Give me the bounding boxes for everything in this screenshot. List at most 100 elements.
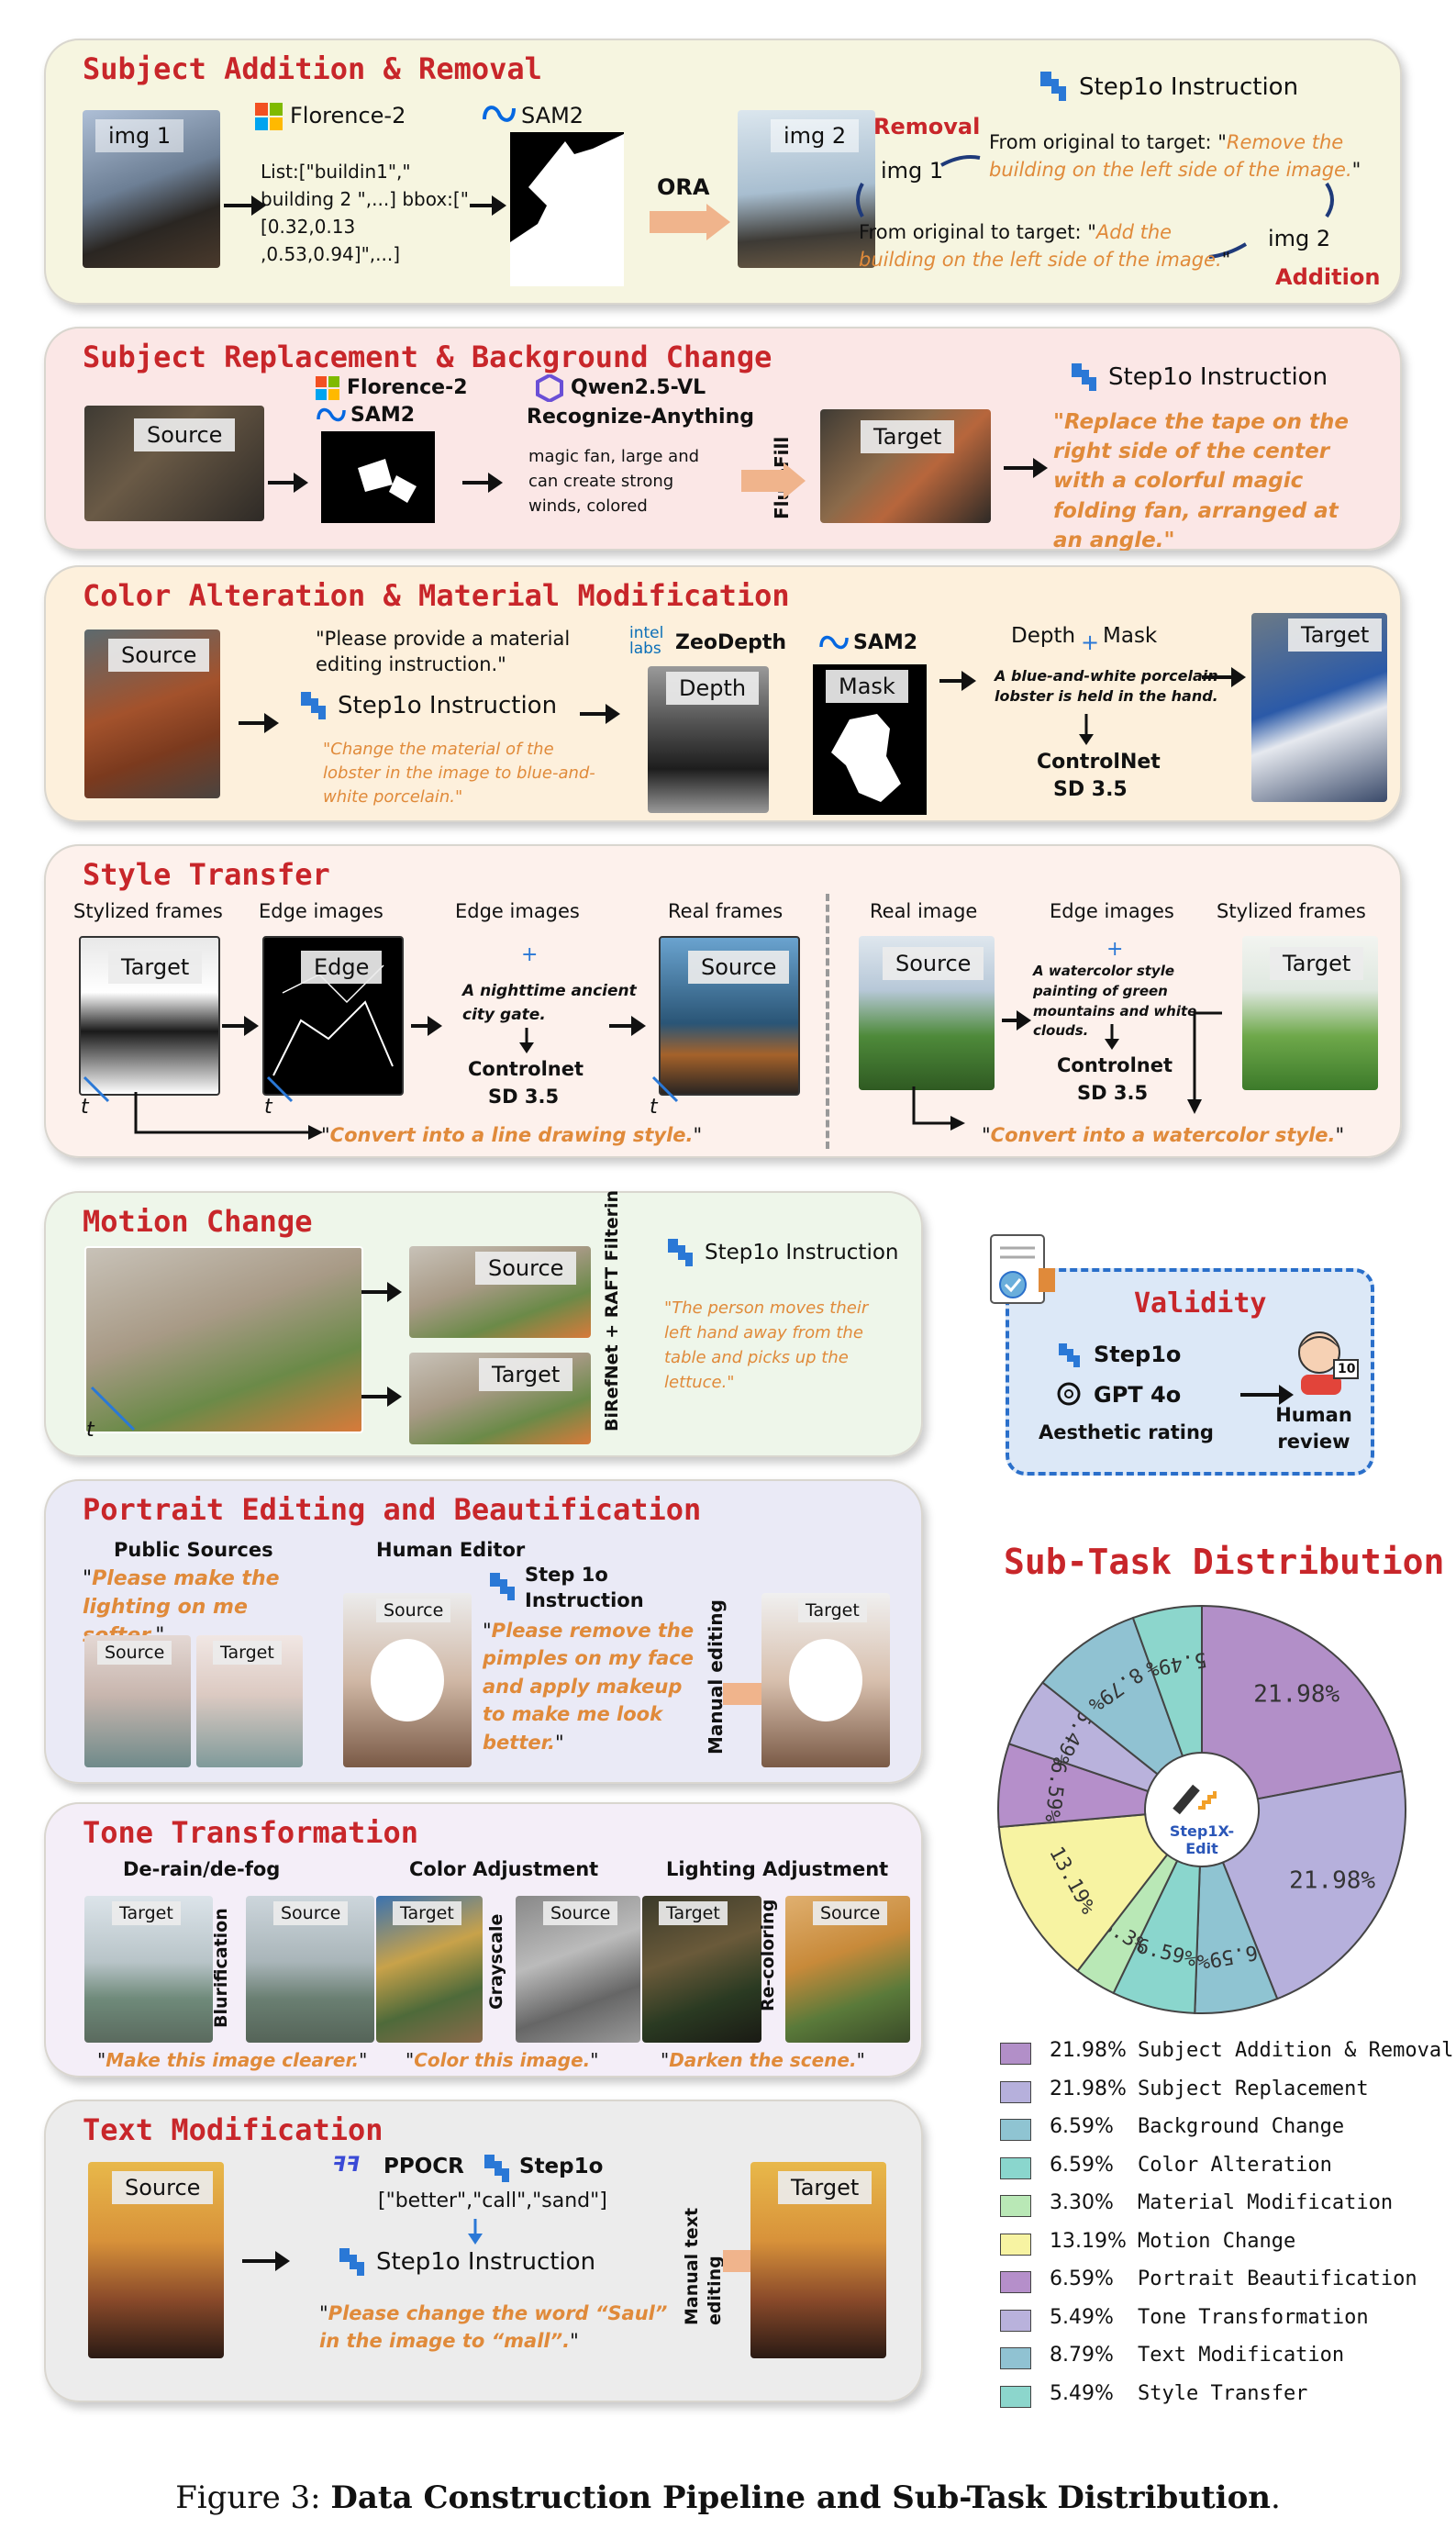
arrow: [239, 713, 279, 733]
plus-sign: +: [521, 943, 539, 966]
addition-label: Addition: [1275, 264, 1381, 290]
legend-label: Tone Transformation: [1138, 2305, 1369, 2329]
left-instruction: "Convert into a line drawing style.": [321, 1124, 703, 1146]
panel-title: Subject Replacement & Background Change: [83, 340, 772, 374]
legend-label: Style Transfer: [1138, 2381, 1308, 2405]
target-poster: Target: [750, 2162, 886, 2358]
col-edge-images: Edge images: [259, 900, 383, 922]
legend-swatch: [1000, 2195, 1031, 2217]
down-arrow: [1103, 1024, 1121, 1052]
distribution-title: Sub-Task Distribution: [1004, 1542, 1445, 1582]
ppocr-label: PPOCR: [383, 2155, 464, 2178]
meta-logo-icon: [481, 103, 517, 125]
panel-title: Portrait Editing and Beautification: [83, 1492, 702, 1527]
source-label: Source: [97, 1641, 172, 1665]
down-arrow: [517, 1028, 536, 1055]
florence-logo-icon: [316, 376, 339, 400]
public-instruction: "Please make the lighting on me softer.": [83, 1565, 330, 1650]
col-real-image: Real image: [870, 900, 978, 922]
time-label: t: [81, 1096, 89, 1119]
stylized-image: Target: [1242, 936, 1378, 1090]
target-photo: Target: [1251, 613, 1387, 802]
depth-label: Depth: [666, 672, 760, 705]
instruction-1-text: Make this image clearer.: [106, 2049, 360, 2071]
down-arrow: [1077, 714, 1095, 747]
panel-subject-addition: Subject Addition & Removal img 1 Florenc…: [44, 39, 1402, 305]
caption-prefix: Figure 3:: [175, 2479, 331, 2516]
controlnet-label: Controlnet: [468, 1058, 584, 1080]
panel-title: Style Transfer: [83, 857, 330, 892]
color-target-photo: Target: [376, 1896, 483, 2043]
arrow: [361, 1387, 402, 1407]
panel-subject-replacement: Subject Replacement & Background Change …: [44, 327, 1402, 551]
target-label: Target: [778, 2171, 872, 2204]
removal-label: Removal: [873, 114, 981, 139]
meta-logo-icon: [316, 406, 347, 424]
addition-prefix: From original to target: ": [859, 221, 1096, 243]
florence-label: Florence-2: [347, 376, 468, 399]
lighting-source-photo: Source: [785, 1896, 910, 2043]
controlnet-label: ControlNet: [1037, 751, 1161, 774]
right-bottom-connector: [906, 1086, 980, 1142]
public-source-photo: Source: [84, 1635, 191, 1767]
legend-swatch: [1000, 2156, 1031, 2179]
ppocr-logo-icon: ꟻꟻ: [330, 2153, 376, 2177]
real-frame-stack: Source: [659, 936, 800, 1096]
img2-label: img 2: [771, 119, 860, 152]
right-connector: [1185, 1009, 1240, 1120]
legend-label: Background Change: [1138, 2115, 1345, 2138]
figure-caption: Figure 3: Data Construction Pipeline and…: [0, 2479, 1456, 2516]
right-instruction-text: Convert into a watercolor style.: [990, 1124, 1336, 1146]
pie-slice: [1131, 1604, 1203, 1757]
time-axis-lines: [81, 1074, 815, 1147]
col-real-frames: Real frames: [668, 900, 784, 922]
img1-small-label: img 1: [881, 158, 944, 184]
legend-label: Text Modification: [1138, 2344, 1345, 2367]
legend-swatch: [1000, 2233, 1031, 2256]
step1o-instruction-label: Step1o Instruction: [1108, 363, 1328, 391]
pie-slice: [997, 1813, 1169, 1973]
arrow: [470, 195, 506, 216]
derain-source-photo: Source: [246, 1896, 374, 2043]
left-instruction-text: Convert into a line drawing style.: [329, 1124, 694, 1146]
time-label: t: [86, 1419, 94, 1442]
recognized-tags: magic fan, large and can create strong w…: [528, 447, 700, 516]
legend-swatch: [1000, 2347, 1031, 2369]
target-label: Target: [798, 1599, 867, 1622]
public-target-photo: Target: [196, 1635, 303, 1767]
depth-image: Depth: [648, 666, 769, 813]
addition-instruction: From original to target: "Add the buildi…: [859, 221, 1231, 272]
target-label: Target: [393, 1901, 461, 1925]
down-arrow: [466, 2219, 484, 2246]
replacement-text: Replace the tape on the right side of th…: [1053, 410, 1349, 551]
legend-label: Portrait Beautification: [1138, 2267, 1417, 2290]
img2-photo: img 2: [738, 110, 875, 268]
text-instruction-text: Please change the word “Saul” in the ima…: [319, 2302, 668, 2353]
source-label: Source: [813, 1901, 888, 1925]
public-instruction-text: Please make the lighting on me softer.: [83, 1567, 280, 1647]
material-prompt: "Please provide a material editing instr…: [316, 628, 571, 676]
color-source-photo: Source: [516, 1896, 640, 2043]
col-derain: De-rain/de-fog: [123, 1858, 281, 1880]
color-instruction-text: Change the material of the lobster in th…: [323, 740, 595, 808]
ora-arrow: [650, 204, 732, 244]
human-editor-label: Human Editor: [376, 1539, 526, 1561]
mask-image: [510, 132, 624, 286]
legend-percent: 6.59%: [1050, 2115, 1114, 2138]
qwen-label: Qwen2.5-VL: [571, 376, 706, 399]
arrow: [580, 704, 620, 724]
step1o-logo-icon: [488, 1571, 519, 1602]
certificate-icon: [982, 1231, 1064, 1314]
instruction-3-text: Darken the scene.: [669, 2049, 857, 2071]
col-color-adjust: Color Adjustment: [409, 1858, 599, 1880]
filtering-label: BiRefNet + RAFT Filtering: [602, 1191, 622, 1432]
labs-word: labs: [629, 640, 661, 658]
target-photo: Target: [820, 409, 991, 523]
pie-slice: [1221, 1769, 1406, 2000]
panel-tone-transformation: Tone Transformation De-rain/de-fog Color…: [44, 1802, 923, 2078]
plus-sign: +: [1081, 629, 1100, 655]
step1o-label: Step1o: [1094, 1342, 1182, 1367]
edge-label: Edge: [301, 951, 383, 984]
arrow: [462, 473, 503, 493]
ocr-words: ["better","call","sand"]: [378, 2189, 607, 2212]
